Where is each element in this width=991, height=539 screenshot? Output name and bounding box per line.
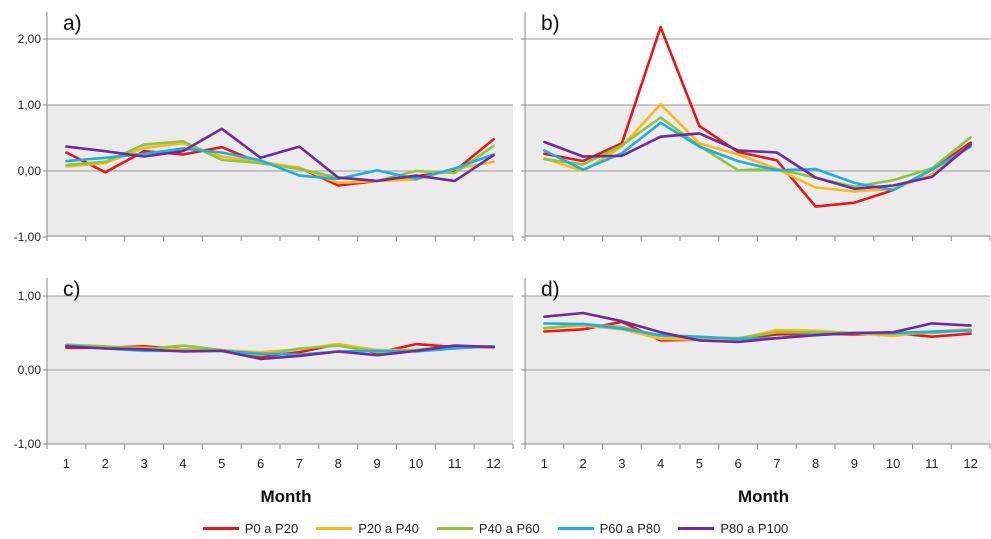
- panel-label: c): [63, 278, 81, 301]
- x-tick-label: 1: [63, 456, 70, 471]
- y-tick-label: -1,00: [14, 230, 42, 244]
- legend-item: P40 a P60: [436, 520, 540, 536]
- x-axis-title: Month: [738, 487, 789, 506]
- series-line: [65, 140, 495, 183]
- x-tick-label: 10: [886, 456, 900, 471]
- panel-label: b): [541, 12, 560, 35]
- legend-swatch: [202, 526, 239, 530]
- legend: P0 a P20 P20 a P40 P40 a P60 P60 a P80 P…: [0, 518, 991, 538]
- legend-swatch: [678, 526, 715, 530]
- x-tick-label: 3: [140, 456, 147, 471]
- legend-label: P80 a P100: [720, 520, 789, 536]
- y-tick-label: 0,00: [18, 164, 42, 178]
- legend-label: P60 a P80: [599, 520, 661, 536]
- x-tick-label: 1: [541, 456, 548, 471]
- x-tick-label: 6: [735, 456, 742, 471]
- legend-item: P20 a P40: [316, 521, 419, 536]
- legend-item: P80 a P100: [678, 521, 788, 536]
- panel-label: d): [541, 278, 560, 301]
- series-line: [543, 132, 972, 191]
- series-line: [543, 322, 972, 341]
- x-tick-label: 9: [373, 456, 380, 471]
- x-axis-title: Month: [261, 487, 312, 506]
- x-tick-label: 11: [448, 456, 462, 471]
- x-tick-label: 2: [580, 456, 587, 471]
- x-tick-label: 8: [335, 456, 342, 471]
- x-tick-label: 7: [773, 456, 780, 471]
- legend-label: P40 a P60: [478, 520, 540, 536]
- panel-label: a): [63, 12, 82, 35]
- legend-swatch: [316, 526, 353, 530]
- legend-item: P0 a P20: [202, 520, 299, 536]
- legend-item: P60 a P80: [557, 520, 661, 536]
- y-tick-label: 2,00: [18, 32, 42, 46]
- x-tick-label: 6: [257, 456, 264, 471]
- y-tick-label: 1,00: [18, 98, 42, 112]
- x-tick-label: 4: [179, 456, 186, 471]
- legend-label: P0 a P20: [244, 520, 299, 536]
- x-tick-label: 11: [925, 456, 939, 471]
- series-line: [65, 344, 495, 361]
- x-tick-label: 10: [409, 456, 423, 471]
- x-tick-label: 5: [218, 456, 225, 471]
- x-tick-label: 7: [296, 456, 303, 471]
- x-tick-label: 5: [696, 456, 703, 471]
- legend-label: P20 a P40: [358, 520, 419, 536]
- x-tick-label: 3: [618, 456, 625, 471]
- series-line: [543, 311, 972, 344]
- x-tick-label: 4: [657, 456, 664, 471]
- x-tick-label: 2: [102, 456, 109, 471]
- y-tick-label: 1,00: [18, 289, 42, 303]
- x-tick-label: 8: [812, 456, 819, 471]
- y-tick-label: -1,00: [14, 437, 42, 451]
- series-line: [65, 127, 495, 183]
- x-tick-label: 9: [851, 456, 858, 471]
- series-line: [543, 116, 972, 189]
- x-tick-label: 12: [963, 456, 977, 471]
- x-tick-label: 12: [486, 456, 500, 471]
- y-tick-label: 0,00: [18, 363, 42, 377]
- legend-swatch: [436, 526, 473, 530]
- legend-swatch: [557, 526, 594, 530]
